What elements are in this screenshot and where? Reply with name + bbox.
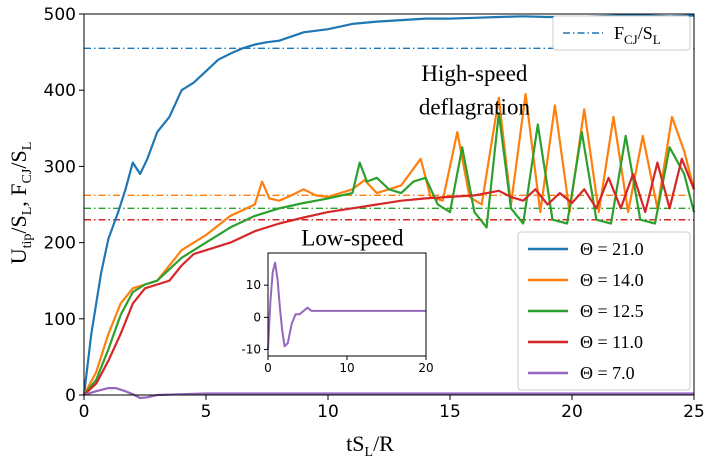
series-line-0	[82, 14, 695, 396]
x-tick-label: 5	[201, 402, 212, 422]
y-tick-label: 400	[44, 81, 76, 101]
inset-y-tick-label: 0	[253, 310, 261, 324]
reference-legend-label: FCJ/SL	[614, 23, 661, 47]
y-axis-label: Utip/SL, FCJ/SL	[6, 142, 35, 265]
y-tick-label: 0	[65, 386, 76, 406]
reference-legend: FCJ/SL	[552, 15, 691, 51]
x-tick-label: 0	[79, 402, 90, 422]
inset-y-tick-label: 10	[246, 278, 261, 292]
legend-label: Θ = 12.5	[580, 301, 644, 321]
y-tick-label: 500	[44, 5, 76, 25]
y-tick-label: 100	[44, 310, 76, 330]
series-line-4	[83, 387, 694, 400]
inset-series-line	[267, 261, 426, 350]
inset-x-tick-label: 10	[339, 361, 354, 375]
inset-y-tick-label: -10	[241, 343, 261, 357]
legend-label: Θ = 11.0	[580, 332, 643, 352]
series-line-1	[83, 92, 696, 396]
legend-label: Θ = 14.0	[580, 270, 644, 290]
legend-frame	[517, 231, 691, 391]
y-axis: 0 100 200 300 400 500	[44, 5, 84, 406]
annotations: High-speeddeflagrationLow-speeddeflagrat…	[297, 61, 531, 286]
legend: Θ = 21.0 Θ = 14.0 Θ = 12.5 Θ = 11.0 Θ = 7.0	[517, 231, 691, 391]
series-line-2	[83, 111, 696, 396]
annotation-text: High-speed	[421, 61, 528, 86]
series-lines	[82, 14, 696, 400]
annotation-text: Low-speed	[301, 226, 404, 251]
y-tick-label: 200	[44, 234, 76, 254]
legend-label: Θ = 21.0	[580, 239, 644, 259]
inset-background	[268, 253, 426, 356]
inset-x-tick-label: 0	[264, 361, 272, 375]
legend-label: Θ = 7.0	[580, 363, 635, 383]
series-line-3	[83, 157, 696, 396]
inset-x-tick-label: 20	[418, 361, 433, 375]
x-axis: 0 5 10 15 20 25	[79, 395, 705, 422]
x-tick-label: 15	[439, 402, 461, 422]
x-tick-label: 25	[683, 402, 705, 422]
plot-frame	[83, 13, 695, 396]
x-tick-label: 10	[317, 402, 339, 422]
reference-legend-frame	[552, 15, 691, 51]
x-axis-label: tSL/R	[346, 431, 394, 460]
inset-lines	[267, 261, 426, 350]
x-tick-label: 20	[561, 402, 583, 422]
annotation-text: deflagration	[419, 95, 531, 120]
y-tick-label: 300	[44, 157, 76, 177]
